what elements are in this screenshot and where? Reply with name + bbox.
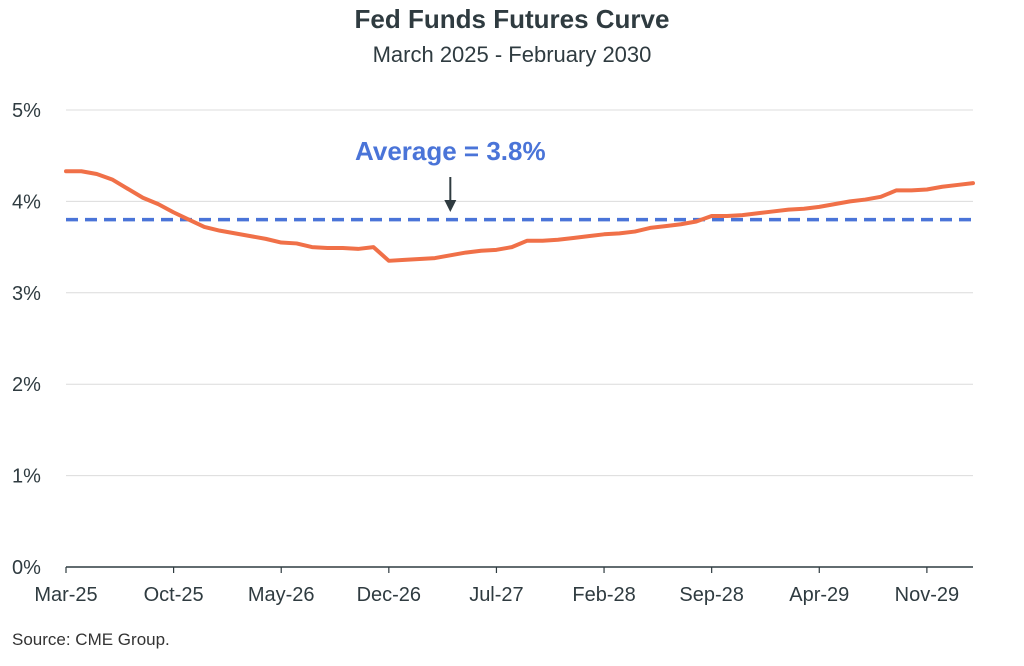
data-point: [141, 196, 145, 200]
data-point: [571, 236, 575, 240]
chart-subtitle: March 2025 - February 2030: [372, 42, 652, 67]
data-point: [802, 207, 806, 211]
data-point: [725, 214, 729, 218]
data-point: [587, 234, 591, 238]
fed-funds-futures-line: [64, 169, 975, 263]
x-tick-label: Oct-25: [144, 584, 204, 606]
data-point: [325, 246, 329, 250]
data-points: [64, 169, 975, 263]
data-point: [956, 183, 960, 187]
data-point: [448, 253, 452, 257]
y-tick-label: 3%: [12, 283, 41, 305]
data-point: [433, 256, 437, 260]
data-point: [833, 202, 837, 206]
data-point: [541, 239, 545, 243]
data-point: [248, 234, 252, 238]
x-tick-label: Mar-25: [34, 584, 97, 606]
arrow-head: [444, 200, 457, 212]
data-point: [633, 230, 637, 234]
data-point: [879, 195, 883, 199]
data-point: [233, 231, 237, 235]
y-tick-label: 1%: [12, 466, 41, 488]
x-tick-label: Nov-29: [895, 584, 959, 606]
data-point: [464, 251, 468, 255]
y-tick-label: 5%: [12, 100, 41, 122]
data-point: [679, 222, 683, 226]
average-annotation-label: Average = 3.8%: [355, 136, 546, 166]
data-point: [371, 245, 375, 249]
data-point: [756, 211, 760, 215]
data-point: [172, 210, 176, 214]
data-point: [664, 224, 668, 228]
x-tick-label: Dec-26: [357, 584, 421, 606]
data-point: [279, 241, 283, 245]
data-point: [817, 205, 821, 209]
data-point: [694, 220, 698, 224]
y-tick-label: 2%: [12, 374, 41, 396]
data-point: [341, 246, 345, 250]
data-point: [910, 188, 914, 192]
data-point: [510, 245, 514, 249]
data-point: [125, 187, 129, 191]
data-point: [556, 238, 560, 242]
data-point: [295, 241, 299, 245]
data-point: [264, 237, 268, 241]
data-point: [771, 209, 775, 213]
data-point: [787, 208, 791, 212]
x-tick-label: Feb-28: [572, 584, 635, 606]
data-point: [740, 213, 744, 217]
data-point: [648, 226, 652, 230]
data-point: [894, 188, 898, 192]
chart-title: Fed Funds Futures Curve: [354, 4, 670, 34]
data-point: [479, 249, 483, 253]
data-point: [971, 181, 975, 185]
data-point: [940, 185, 944, 189]
data-point: [110, 177, 114, 181]
data-point: [79, 169, 83, 173]
gridlines: [66, 109, 973, 477]
data-point: [310, 245, 314, 249]
data-point: [402, 258, 406, 262]
x-tick-label: May-26: [248, 584, 315, 606]
data-point: [156, 202, 160, 206]
data-point: [356, 247, 360, 251]
data-point: [602, 232, 606, 236]
y-tick-label: 0%: [12, 557, 41, 579]
data-point: [218, 229, 222, 233]
data-point: [710, 214, 714, 218]
data-point: [848, 199, 852, 203]
data-point: [202, 225, 206, 229]
data-point: [64, 169, 68, 173]
data-point: [95, 172, 99, 176]
data-point: [863, 198, 867, 202]
y-tick-label: 4%: [12, 191, 41, 213]
data-point: [418, 257, 422, 261]
data-point: [525, 239, 529, 243]
average-arrow-icon: [444, 177, 457, 212]
data-point: [617, 231, 621, 235]
x-tick-label: Sep-28: [679, 584, 744, 606]
data-point: [187, 218, 191, 222]
x-axis-tick-labels: Mar-25 Oct-25 May-26 Dec-26 Jul-27 Feb-28 Sep-…: [34, 567, 959, 606]
x-tick-label: Apr-29: [789, 584, 849, 606]
data-point: [925, 188, 929, 192]
x-tick-label: Jul-27: [469, 584, 523, 606]
source-note: Source: CME Group.: [12, 630, 170, 649]
data-point: [387, 259, 391, 263]
data-point: [494, 248, 498, 252]
y-axis-tick-labels: 0% 1% 2% 3% 4% 5%: [12, 100, 41, 579]
